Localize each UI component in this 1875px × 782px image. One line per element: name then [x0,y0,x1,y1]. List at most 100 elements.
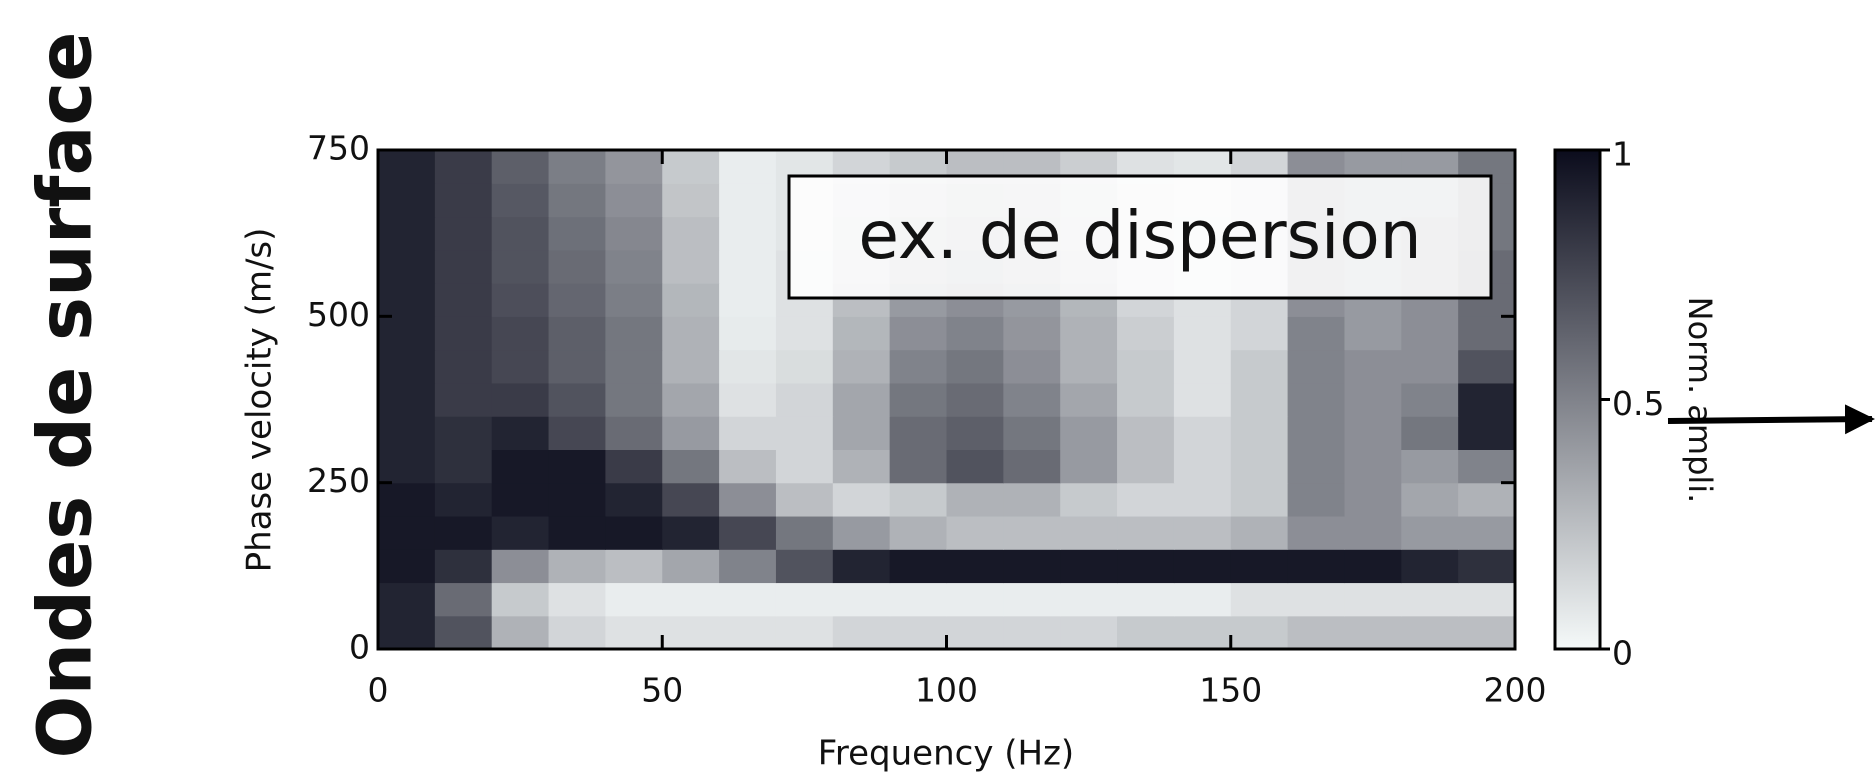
x-axis-label: Frequency (Hz) [818,734,1074,774]
colorbar [1553,148,1602,651]
heat-cell [548,515,606,550]
heat-cell [378,150,436,184]
heat-cell [605,482,663,517]
heat-cell [1287,615,1346,650]
heat-cell [719,615,777,650]
heat-cell [889,349,948,384]
heat-cell [832,349,891,384]
heat-cell [1060,382,1118,417]
heat-cell [662,216,720,251]
heat-cell [1287,416,1346,450]
heatmap [378,150,1516,650]
heat-cell [1458,582,1516,617]
heat-cell [1230,515,1289,550]
heat-cell [378,349,436,384]
heat-cell [605,449,663,484]
heat-cell [491,249,550,284]
heat-cell [434,582,493,617]
heat-cell [1003,615,1061,650]
heat-cell [832,416,891,450]
heat-cell [662,283,720,317]
heat-cell [1003,449,1061,484]
heat-cell [491,183,550,218]
heat-cell [434,416,493,450]
heat-cell [434,216,493,251]
heat-cell [1230,615,1289,650]
heat-cell [1287,449,1346,484]
heat-cell [605,582,663,617]
heat-cell [491,283,550,317]
heat-cell [1117,349,1175,384]
heat-cell [1401,582,1459,617]
heat-cell [1060,615,1118,650]
heat-cell [434,249,493,284]
heat-cell [378,549,436,584]
heat-cell [548,416,606,450]
heat-cell [605,283,663,317]
heat-cell [1060,515,1118,550]
heat-cell [662,615,720,650]
heat-cell [434,283,493,317]
heat-cell [1117,382,1175,417]
heat-cell [378,416,436,450]
heat-cell [889,582,948,617]
heat-cell [1117,482,1175,517]
heat-cell [548,615,606,650]
heat-cell [1287,349,1346,384]
heat-cell [1287,549,1346,584]
heat-cell [946,515,1004,550]
heat-cell [548,349,606,384]
heat-cell [434,615,493,650]
heat-cell [946,449,1004,484]
heat-cell [719,216,777,251]
heat-cell [491,150,550,184]
heat-cell [491,549,550,584]
heat-cell [548,482,606,517]
heat-cell [1401,549,1459,584]
heat-cell [1458,615,1516,650]
colorbar-tick-label: 0 [1612,634,1633,673]
heat-cell [1287,316,1346,351]
heat-cell [1458,416,1516,450]
heat-cell [1344,449,1402,484]
heat-cell [1287,582,1346,617]
heat-cell [1230,382,1289,417]
heat-cell [775,349,834,384]
heat-cell [1344,316,1402,351]
heat-cell [491,382,550,417]
heat-cell [605,549,663,584]
heat-cell [1458,515,1516,550]
heat-cell [491,416,550,450]
heat-cell [378,382,436,417]
heat-cell [1173,482,1232,517]
heat-cell [775,615,834,650]
annotation-box [787,174,1493,300]
heat-cell [1173,515,1232,550]
heat-cell [434,150,493,184]
heat-cell [832,549,891,584]
heat-cell [775,316,834,351]
heat-cell [1401,316,1459,351]
heat-cell [1060,416,1118,450]
y-tick-label: 750 [307,129,370,168]
heat-cell [491,316,550,351]
heat-cell [1401,515,1459,550]
heat-cell [491,449,550,484]
heat-cell [1173,349,1232,384]
heat-cell [1344,549,1402,584]
heat-cell [378,615,436,650]
y-tick-label: 500 [307,295,370,334]
y-tick-label: 0 [349,628,370,667]
heat-cell [548,183,606,218]
heat-cell [719,183,777,218]
heat-cell [1287,382,1346,417]
heat-cell [378,482,436,517]
heat-cell [378,582,436,617]
heat-cell [832,515,891,550]
heat-cell [719,150,777,184]
heat-cell [1003,382,1061,417]
heat-cell [1003,316,1061,351]
heat-cell [1458,482,1516,517]
heat-cell [1060,449,1118,484]
heat-cell [548,582,606,617]
